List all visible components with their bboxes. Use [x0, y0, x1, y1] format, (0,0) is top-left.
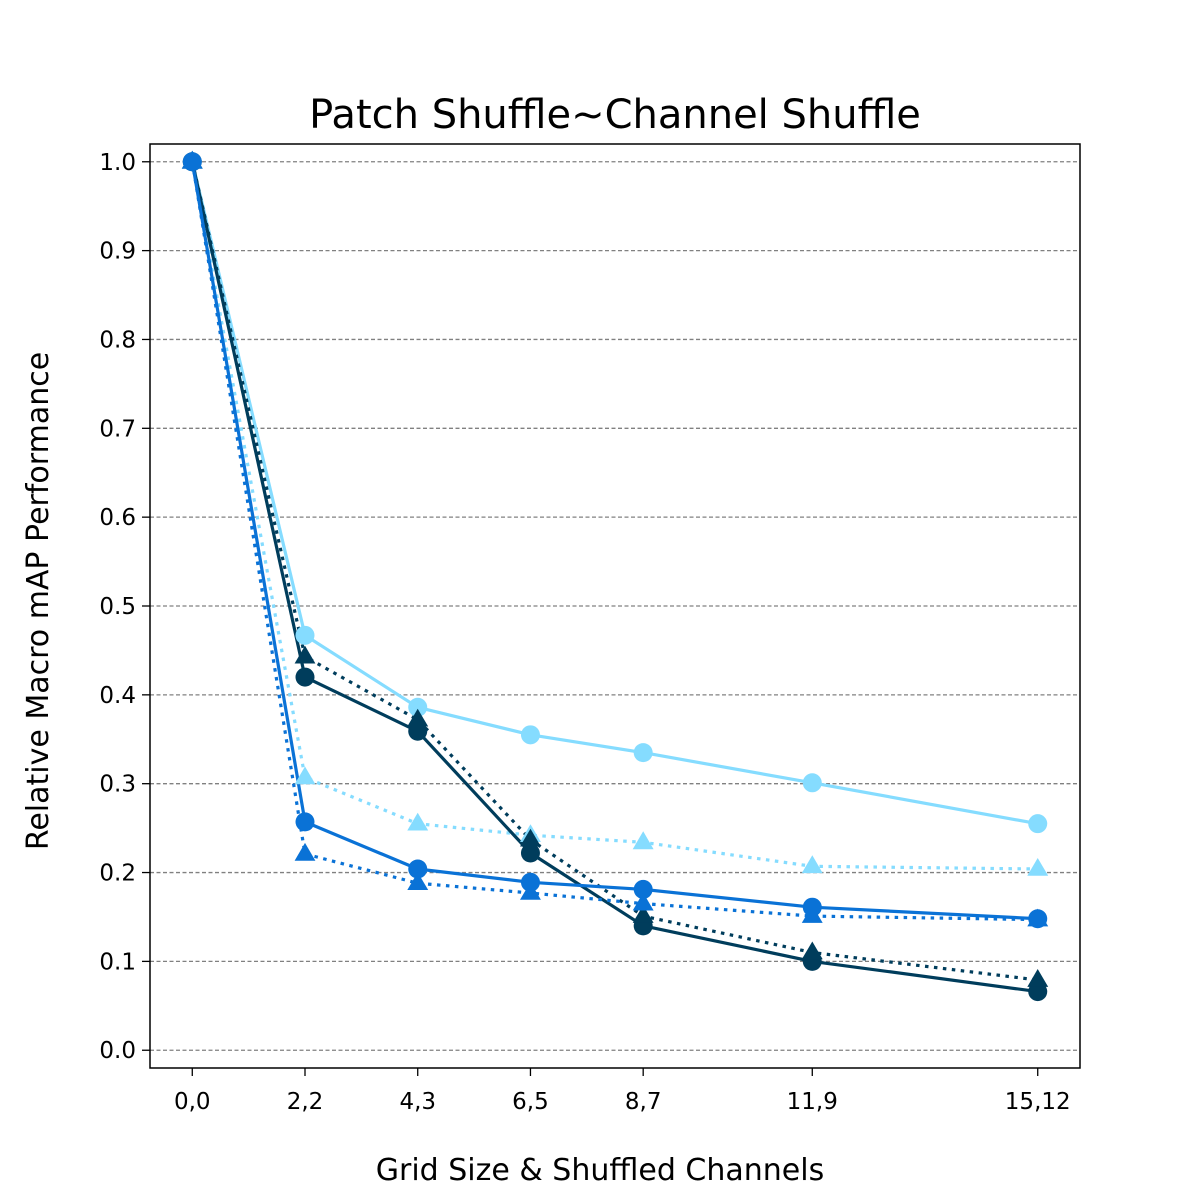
y-tick-label: 0.9 [99, 239, 136, 265]
data-point [1027, 858, 1049, 876]
y-tick-label: 0.4 [99, 683, 136, 709]
x-tick-label: 0,0 [174, 1089, 211, 1115]
data-point [1027, 908, 1049, 927]
data-point [520, 882, 541, 900]
y-tick-label: 0.2 [99, 861, 136, 887]
y-tick-label: 0.1 [99, 949, 136, 975]
data-point [294, 766, 316, 785]
data-point [408, 721, 428, 741]
y-tick-label: 0.8 [99, 327, 136, 353]
data-point [407, 708, 429, 727]
data-point [801, 941, 823, 960]
data-point [407, 812, 429, 831]
x-tick-label: 8,7 [625, 1089, 662, 1115]
y-tick-label: 0.6 [99, 505, 136, 531]
y-axis-ticks: 0.0 0.1 0.2 0.3 0.4 0.5 0.6 0.7 0.8 0.9 1.0 [99, 150, 150, 1064]
series-lines [190, 161, 1038, 994]
y-tick-label: 0.0 [99, 1038, 136, 1064]
series-markers [181, 150, 1049, 1002]
data-point [802, 773, 822, 793]
data-point [294, 645, 316, 664]
series-line-2 [190, 161, 1038, 871]
data-point [520, 843, 540, 863]
x-tick-label: 6,5 [512, 1089, 549, 1115]
series-line-4 [190, 161, 1038, 982]
data-point [1028, 814, 1048, 834]
x-axis-ticks: 0,0 2,2 4,3 6,5 8,7 11,9 15,12 [174, 1068, 1071, 1115]
series-line-1 [190, 161, 1038, 826]
data-point [1027, 969, 1049, 987]
data-point [407, 872, 429, 890]
data-point [633, 743, 653, 763]
data-point [295, 667, 315, 687]
data-point [181, 150, 203, 169]
chart-title: Patch Shuffle~Channel Shuffle [309, 92, 921, 138]
series-line-6 [190, 161, 1038, 922]
data-point [295, 625, 315, 645]
x-tick-label: 11,9 [787, 1089, 838, 1115]
y-tick-label: 1.0 [99, 150, 136, 176]
x-tick-label: 4,3 [399, 1089, 436, 1115]
data-point [408, 859, 428, 879]
x-axis-label: Grid Size & Shuffled Channels [376, 1153, 824, 1188]
data-point [520, 725, 540, 745]
data-point [632, 831, 654, 850]
x-tick-label: 15,12 [1005, 1089, 1071, 1115]
y-axis-label: Relative Macro mAP Performance [21, 352, 56, 850]
y-tick-label: 0.5 [99, 594, 136, 620]
x-tick-label: 2,2 [287, 1089, 324, 1115]
series-line-5 [190, 161, 1038, 921]
data-point [408, 697, 428, 717]
data-point [801, 855, 823, 874]
data-point [632, 892, 654, 911]
data-point [295, 812, 315, 832]
data-point [520, 828, 541, 847]
data-point [294, 842, 316, 861]
y-tick-label: 0.7 [99, 416, 136, 442]
data-point [633, 879, 653, 899]
grid-lines [150, 161, 1080, 1051]
data-point [632, 905, 654, 923]
data-point [801, 905, 823, 923]
y-tick-label: 0.3 [99, 772, 136, 798]
